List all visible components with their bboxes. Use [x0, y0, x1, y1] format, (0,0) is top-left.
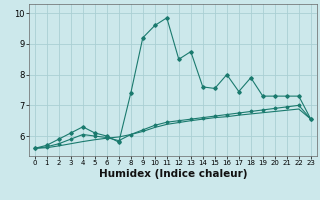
X-axis label: Humidex (Indice chaleur): Humidex (Indice chaleur)	[99, 169, 247, 179]
